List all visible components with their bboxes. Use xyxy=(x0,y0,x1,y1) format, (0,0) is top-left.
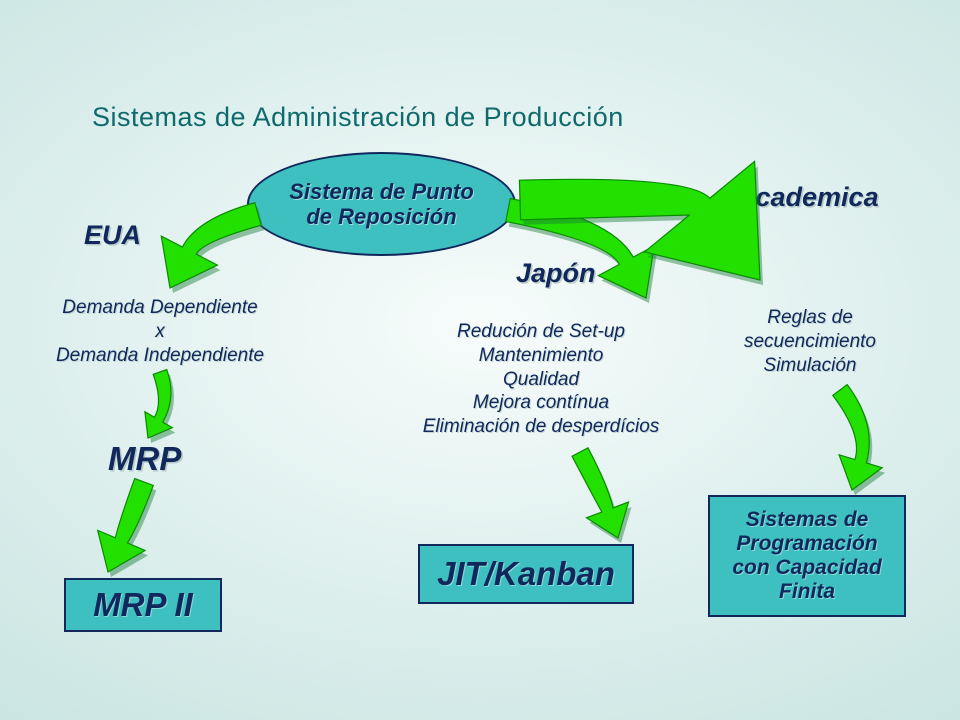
left-body-to-mrp-arrow xyxy=(145,370,172,438)
arrows-layer xyxy=(0,0,960,720)
center-body-to-box-arrow xyxy=(572,448,628,538)
mrp-to-mrpii-arrow xyxy=(98,479,154,572)
